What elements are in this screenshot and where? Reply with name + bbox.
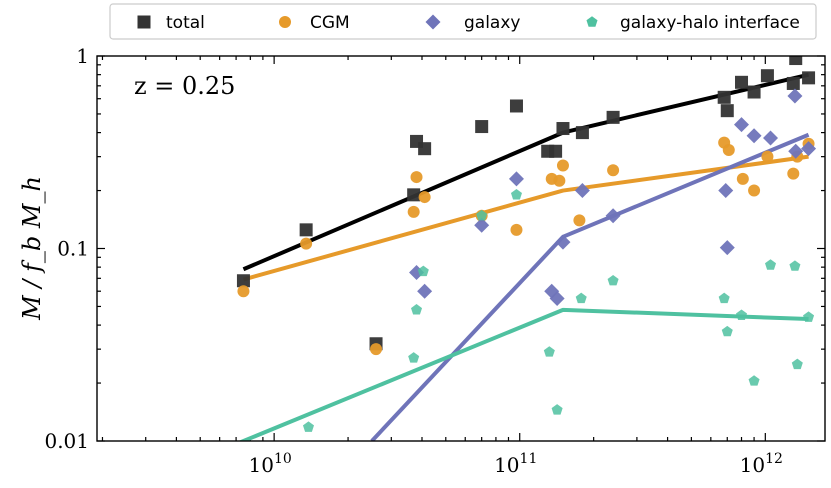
total-point: [475, 120, 489, 134]
cgm-point: [761, 150, 774, 163]
galaxy-point: [734, 117, 750, 133]
total-point: [556, 122, 570, 136]
galaxy-halo-interface-point: [607, 274, 619, 286]
total-point: [299, 223, 313, 237]
total-point: [789, 56, 803, 66]
galaxy-point: [549, 290, 565, 306]
total-point: [418, 142, 432, 156]
cgm-point: [748, 184, 761, 197]
galaxy-halo-interface-legend-label: galaxy-halo interface: [620, 13, 800, 33]
cgm-point: [407, 205, 420, 218]
cgm-point: [573, 214, 586, 227]
galaxy-point: [787, 88, 803, 104]
total-point: [549, 144, 563, 158]
galaxy-halo-interface-point: [736, 309, 748, 320]
galaxy-point: [719, 240, 735, 256]
galaxy-halo-interface-legend-marker: [586, 16, 598, 27]
galaxy-halo-interface-point: [803, 311, 815, 322]
plot-frame: [96, 55, 826, 442]
x-tick-label: 1011: [494, 451, 537, 477]
galaxy-halo-interface-point: [510, 189, 522, 200]
y-tick-label: 1: [76, 44, 89, 68]
total-point: [606, 110, 620, 124]
cgm-point: [556, 159, 569, 172]
galaxy-halo-interface-point: [551, 404, 563, 415]
galaxy-halo-interface-point: [721, 325, 733, 337]
galaxy-point: [763, 130, 779, 146]
galaxy-point: [474, 217, 490, 233]
plot-area: [236, 56, 817, 441]
y-axis-label: M / f_b M_h: [18, 176, 46, 321]
galaxy-point: [788, 143, 804, 159]
legend: total CGM galaxy galaxy-halo interface: [109, 3, 817, 40]
y-tick-label: 0.01: [44, 429, 89, 453]
galaxy-point: [718, 183, 734, 199]
galaxy-halo-interface-point: [411, 304, 423, 315]
cgm-point: [510, 223, 523, 236]
galaxy-point: [605, 208, 621, 224]
total-legend-label: total: [166, 13, 205, 33]
galaxy-halo-interface-point: [789, 260, 801, 271]
galaxy-legend-marker: [425, 14, 441, 30]
total-point: [760, 69, 774, 83]
galaxy-point: [508, 171, 524, 187]
x-tick-label: 1012: [740, 451, 783, 477]
total-point: [720, 104, 734, 118]
galaxy-halo-interface-point: [408, 352, 420, 363]
total-point: [802, 71, 816, 85]
cgm-legend-label: CGM: [310, 13, 350, 33]
cgm-point: [722, 143, 735, 156]
total-point: [747, 85, 761, 99]
galaxy-point: [574, 183, 590, 199]
total-point: [735, 75, 749, 89]
total-point: [236, 274, 250, 288]
y-tick-label: 0.1: [57, 237, 89, 261]
tick-labels: 1010 1011 1012 0.01 0.1 1: [44, 44, 782, 477]
galaxy-series: [409, 88, 817, 306]
cgm-point: [237, 285, 250, 298]
galaxy-halo-interface-point: [748, 375, 760, 386]
total-point: [509, 99, 523, 113]
galaxy-halo-interface-point: [575, 292, 587, 304]
cgm-legend-marker: [279, 16, 291, 28]
galaxy-halo-interface-point: [765, 259, 777, 270]
total-legend-marker: [137, 15, 151, 29]
galaxy-point: [746, 128, 762, 144]
galaxy-point: [801, 141, 817, 157]
cgm-fit-line: [242, 154, 809, 282]
galaxy-legend-label: galaxy: [464, 13, 520, 33]
cgm-point: [410, 171, 423, 184]
galaxy-halo-interface-point: [718, 292, 730, 304]
cgm-point: [787, 167, 800, 180]
galaxy-halo-interface-series: [302, 189, 815, 432]
axis-ticks: [97, 55, 825, 442]
cgm-point: [736, 172, 749, 185]
cgm-point: [553, 174, 566, 187]
cgm-point: [418, 191, 431, 204]
total-series: [236, 56, 816, 351]
galaxy-halo-interface-point: [476, 209, 488, 221]
galaxy-point: [417, 283, 433, 299]
galaxy-halo-interface-fit-line: [238, 307, 809, 441]
galaxy-halo-interface-point: [543, 346, 555, 357]
cgm-series: [237, 136, 815, 356]
redshift-annotation: z = 0.25: [134, 72, 235, 100]
total-point: [717, 90, 731, 104]
cgm-point: [607, 164, 620, 177]
galaxy-halo-interface-point: [417, 265, 429, 277]
galaxy-halo-interface-point: [302, 421, 314, 432]
total-point: [786, 76, 800, 90]
total-point: [407, 188, 421, 202]
x-tick-label: 1010: [248, 451, 291, 477]
legend-box: [109, 3, 817, 40]
data-markers: [236, 56, 817, 432]
galaxy-halo-interface-point: [791, 358, 803, 370]
cgm-point: [370, 343, 383, 356]
galaxy-point: [555, 234, 571, 250]
fit-lines: [238, 72, 810, 441]
cgm-point: [300, 237, 313, 250]
total-point: [575, 126, 589, 140]
